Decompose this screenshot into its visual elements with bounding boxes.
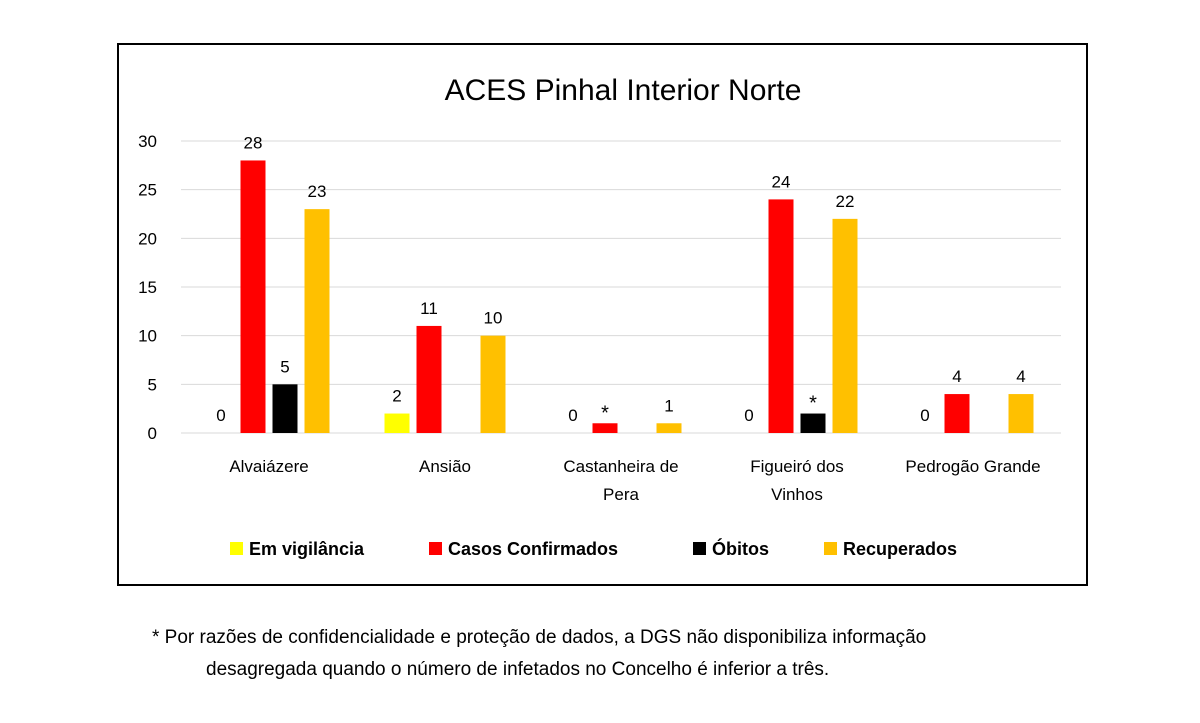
data-label: 1 <box>664 396 673 415</box>
data-label: 0 <box>568 406 577 425</box>
data-label: 2 <box>392 387 401 406</box>
bar <box>800 413 826 433</box>
legend-label: Óbitos <box>712 538 769 559</box>
legend-swatch <box>230 542 243 555</box>
legend-label: Casos Confirmados <box>448 539 618 559</box>
data-label: 0 <box>920 406 929 425</box>
x-tick-label: Ansião <box>419 457 471 476</box>
x-tick-label: Vinhos <box>771 485 823 504</box>
bar <box>384 413 410 433</box>
footnote-line-2: desagregada quando o número de infetados… <box>206 659 830 680</box>
data-label: 24 <box>772 172 791 191</box>
data-label: * <box>601 402 609 424</box>
legend-label: Recuperados <box>843 539 957 559</box>
x-tick-label: Figueiró dos <box>750 457 844 476</box>
bar <box>272 384 298 433</box>
x-tick-label: Pedrogão Grande <box>905 457 1040 476</box>
bar <box>832 218 858 433</box>
chart-frame: ACES Pinhal Interior Norte 0 5 10 15 20 25 30 0 2… <box>117 43 1088 586</box>
data-label: 5 <box>280 357 289 376</box>
y-tick-label: 15 <box>138 278 157 297</box>
data-label: 10 <box>484 309 503 328</box>
bar <box>592 423 618 433</box>
legend-swatch <box>824 542 837 555</box>
y-tick-label: 10 <box>138 327 157 346</box>
footnote-line-1: * Por razões de confidencialidade e prot… <box>152 627 927 648</box>
bar <box>416 325 442 433</box>
data-label: 11 <box>420 299 438 318</box>
y-tick-label: 5 <box>148 375 157 394</box>
bar <box>768 199 794 433</box>
legend-swatch <box>429 542 442 555</box>
data-label: 0 <box>216 406 225 425</box>
y-tick-label: 25 <box>138 181 157 200</box>
data-label: 4 <box>1016 367 1025 386</box>
y-tick-label: 0 <box>148 424 157 443</box>
data-label: 23 <box>308 182 327 201</box>
x-tick-label: Alvaiázere <box>229 457 308 476</box>
bar <box>304 209 330 433</box>
data-label: 22 <box>836 192 855 211</box>
data-label: 4 <box>952 367 961 386</box>
x-tick-label: Pera <box>603 485 639 504</box>
legend-swatch <box>693 542 706 555</box>
bar <box>240 160 266 433</box>
data-label: 28 <box>244 133 263 152</box>
y-tick-label: 30 <box>138 132 157 151</box>
bar-chart: ACES Pinhal Interior Norte05101520253002… <box>138 74 1061 559</box>
bar <box>944 394 970 433</box>
bar <box>480 335 506 433</box>
data-label: * <box>809 393 817 415</box>
data-label: 0 <box>744 406 753 425</box>
y-tick-label: 20 <box>138 229 157 248</box>
x-tick-label: Castanheira de <box>563 457 678 476</box>
chart-title: ACES Pinhal Interior Norte <box>445 74 802 107</box>
bar <box>1008 394 1034 433</box>
legend-label: Em vigilância <box>249 539 365 559</box>
bar <box>656 423 682 433</box>
